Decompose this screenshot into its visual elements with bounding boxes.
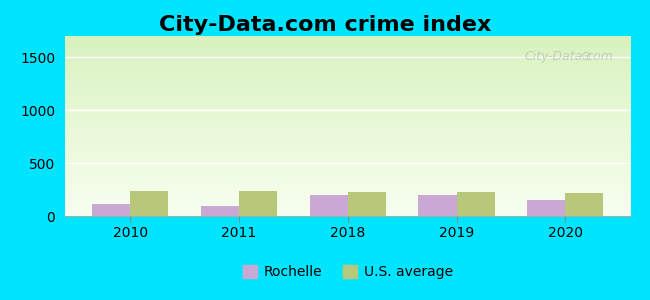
Bar [239,190,277,216]
Bar [309,195,348,216]
Bar [566,193,603,216]
Legend: Rochelle, U.S. average: Rochelle, U.S. average [237,260,458,285]
Bar [348,192,386,216]
Bar [527,200,566,216]
Bar [130,190,168,216]
Bar [456,192,495,216]
Text: ⊙: ⊙ [580,50,591,63]
Text: City-Data.com crime index: City-Data.com crime index [159,15,491,35]
Text: City-Data.com: City-Data.com [525,50,614,63]
Bar [92,204,130,216]
Bar [419,195,456,216]
Bar [201,206,239,216]
